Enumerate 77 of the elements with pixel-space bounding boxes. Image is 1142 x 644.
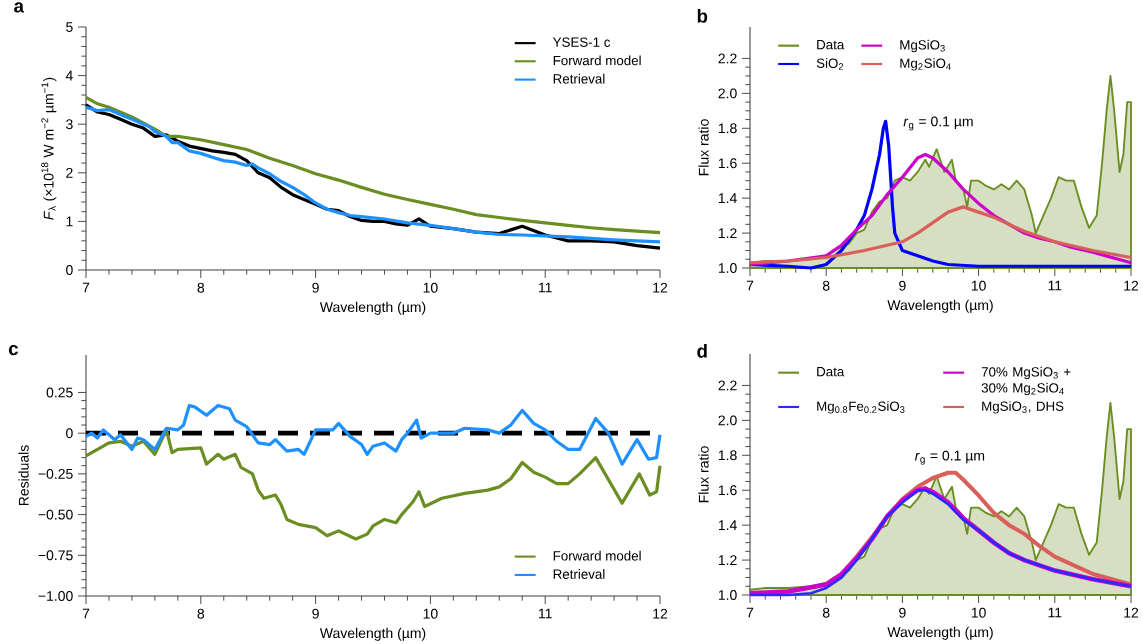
chart-title: a [14,2,25,13]
y-tick-label: 1.4 [718,520,737,530]
x-tick-label: 7 [746,607,754,618]
x-tick-label: 7 [746,280,754,291]
y-tick-label: 1.6 [718,485,737,496]
chart-title: c [8,345,19,356]
legend-label: MgSiO$_{3}$, DHS [982,401,1064,414]
y-tick-label: 2.0 [718,88,737,99]
y-tick-label: 1.4 [718,193,737,203]
y-tick-label: 1.6 [718,158,737,169]
x-tick-label: 8 [822,280,830,291]
y-tick-label: 4 [65,70,73,81]
x-tick-label: 10 [423,282,438,293]
x-axis-title: Wavelength (µm) [887,626,993,640]
y-tick-label: 2.2 [718,53,737,64]
chart-title: b [697,9,708,23]
y-tick-label: 0 [66,428,73,439]
x-tick-label: 11 [1048,280,1062,291]
x-tick-label: 10 [971,280,986,291]
y-tick-label: 1.0 [718,590,737,600]
x-tick-label: 9 [899,280,906,291]
x-tick-label: 9 [312,282,319,293]
x-tick-label: 12 [1124,607,1139,618]
y-tick-label: −0.50 [38,509,73,520]
legend-label: SiO$_{2}$ [816,58,844,70]
x-tick-label: 7 [82,608,90,619]
y-tick-label: −1.00 [38,591,73,601]
y-axis-title: Flux ratio [698,119,709,176]
x-tick-label: 12 [653,608,668,619]
y-tick-label: 1.8 [718,123,737,134]
legend-label: Data [817,367,845,377]
y-tick-label: 2.2 [718,380,737,391]
text: F$_{λ}$ (×10$^{18}$ W m$^{−2}$ µm$^{−1}$) [41,77,57,220]
y-tick-label: 0.25 [46,387,73,398]
text: 70% MgSiO$_{3}$ + 30% Mg$_{2}$SiO$_{4}$ [981,366,1071,396]
legend-label: Retrieval [553,569,605,579]
x-tick-label: 12 [653,282,668,293]
x-tick-label: 9 [312,608,319,619]
legend-label: Forward model [553,55,641,66]
x-tick-label: 8 [822,607,830,618]
y-tick-label: −0.25 [38,468,73,479]
legend-label: YSES-1 c [552,37,611,47]
y-tick-label: 3 [66,119,73,130]
y-tick-label: 1.2 [718,555,737,565]
legend-label: MgSiO$_{3}$ [900,39,945,53]
chart-title: d [697,344,707,358]
legend-label: Forward model [553,550,641,561]
y-tick-label: 1 [66,216,73,227]
y-tick-label: 1.8 [718,450,737,461]
y-tick-label: 2 [66,167,73,178]
x-tick-label: 12 [1124,280,1139,291]
x-tick-label: 11 [1048,607,1062,618]
x-tick-label: 8 [197,608,205,619]
x-tick-label: 11 [539,608,552,619]
annotation: r$_{g}$ = 0.1 µm [903,116,973,131]
y-axis-title: Residuals [18,445,29,506]
legend-label: Retrieval [553,73,605,84]
legend-label: Data [817,40,845,50]
x-tick-label: 9 [899,607,906,618]
y-tick-label: 5 [66,22,73,32]
y-tick-label: 1.0 [718,263,737,273]
x-axis-title: Wavelength (µm) [319,301,426,315]
x-tick-label: 8 [197,282,205,293]
legend-label: Mg$_{0.8}$Fe$_{0.2}$SiO$_{3}$ [817,401,905,414]
y-axis-title: Flux ratio [698,446,709,503]
y-tick-label: 0 [66,265,73,275]
y-tick-label: 2.0 [718,415,737,426]
y-tick-label: −0.75 [38,550,73,561]
legend-label: Mg$_{2}$SiO$_{4}$ [900,58,951,71]
x-tick-label: 11 [539,282,552,293]
x-axis-title: Wavelength (µm) [319,627,426,641]
x-tick-label: 7 [82,282,90,293]
x-tick-label: 10 [423,608,438,619]
x-tick-label: 10 [971,607,986,618]
x-axis-title: Wavelength (µm) [887,299,993,313]
y-tick-label: 1.2 [718,228,737,238]
annotation: r$_{g}$ = 0.1 µm [914,450,985,465]
